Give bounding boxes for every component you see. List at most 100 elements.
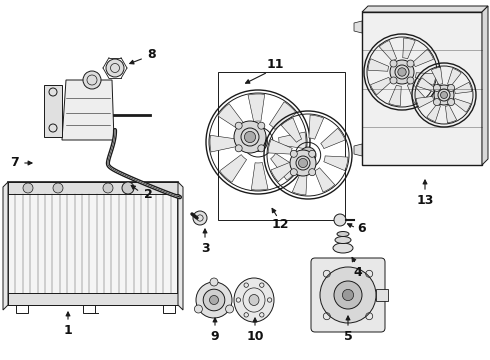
Circle shape (248, 132, 268, 151)
Wedge shape (379, 40, 397, 62)
Circle shape (298, 158, 308, 167)
Circle shape (290, 150, 297, 157)
Bar (8, 293, 178, 305)
Wedge shape (321, 128, 345, 149)
Circle shape (245, 131, 256, 143)
Circle shape (434, 85, 441, 91)
Wedge shape (278, 132, 306, 149)
Circle shape (290, 169, 297, 176)
Circle shape (106, 59, 124, 77)
Text: 5: 5 (343, 329, 352, 342)
Circle shape (193, 211, 207, 225)
Wedge shape (248, 94, 265, 121)
Circle shape (225, 305, 234, 313)
Circle shape (203, 289, 225, 311)
Wedge shape (407, 82, 425, 104)
Text: 1: 1 (64, 324, 73, 337)
Text: 6: 6 (358, 221, 367, 234)
Circle shape (434, 85, 454, 105)
Circle shape (309, 150, 316, 157)
Circle shape (210, 296, 219, 305)
Wedge shape (309, 115, 323, 139)
Circle shape (320, 267, 376, 323)
Circle shape (390, 77, 397, 84)
Circle shape (438, 89, 450, 101)
Text: 12: 12 (271, 219, 289, 231)
Text: 11: 11 (266, 58, 284, 72)
Text: 13: 13 (416, 194, 434, 207)
Circle shape (390, 60, 397, 67)
Polygon shape (178, 182, 183, 310)
Circle shape (447, 99, 455, 105)
Circle shape (334, 281, 362, 309)
Circle shape (23, 183, 33, 193)
Circle shape (53, 183, 63, 193)
FancyBboxPatch shape (311, 258, 385, 332)
Text: 3: 3 (201, 242, 209, 255)
Wedge shape (218, 104, 245, 131)
Circle shape (309, 169, 316, 176)
Polygon shape (62, 80, 114, 140)
Bar (218, 72, 345, 220)
Circle shape (122, 182, 134, 194)
Polygon shape (362, 6, 488, 12)
Ellipse shape (234, 278, 274, 322)
Wedge shape (293, 171, 307, 195)
Wedge shape (251, 162, 268, 190)
Wedge shape (270, 102, 296, 129)
Text: 10: 10 (246, 329, 264, 342)
Wedge shape (370, 77, 392, 95)
Text: 9: 9 (211, 329, 220, 342)
Wedge shape (389, 85, 401, 106)
Wedge shape (403, 38, 416, 59)
Wedge shape (270, 153, 298, 180)
Circle shape (83, 71, 101, 89)
Text: 4: 4 (354, 266, 363, 279)
Bar (8, 182, 178, 194)
Wedge shape (210, 135, 238, 152)
Text: 2: 2 (144, 189, 152, 202)
Wedge shape (447, 68, 461, 86)
Circle shape (210, 278, 218, 286)
Ellipse shape (335, 237, 351, 243)
Polygon shape (354, 21, 362, 33)
Bar (16, 305, 28, 313)
Circle shape (103, 183, 113, 193)
Wedge shape (271, 161, 295, 182)
Bar (83, 305, 95, 313)
Bar (376, 289, 388, 301)
Circle shape (441, 91, 447, 99)
Wedge shape (413, 49, 434, 67)
Polygon shape (354, 144, 362, 156)
Circle shape (300, 147, 316, 163)
Circle shape (395, 65, 409, 79)
Text: 8: 8 (147, 49, 156, 62)
Circle shape (235, 122, 242, 129)
Circle shape (398, 68, 406, 76)
Wedge shape (268, 139, 292, 154)
Circle shape (235, 145, 242, 152)
Wedge shape (324, 156, 348, 171)
Circle shape (343, 289, 354, 301)
Circle shape (196, 282, 232, 318)
Circle shape (390, 60, 414, 84)
Bar (362, 12, 482, 165)
Circle shape (234, 121, 266, 153)
Wedge shape (368, 59, 389, 71)
Wedge shape (453, 99, 470, 112)
Wedge shape (315, 168, 335, 192)
Polygon shape (3, 182, 8, 310)
Bar (8, 182, 178, 305)
Wedge shape (445, 105, 457, 123)
Wedge shape (427, 104, 441, 122)
Circle shape (407, 60, 414, 67)
Bar (44, 85, 62, 137)
Wedge shape (416, 96, 434, 108)
Circle shape (447, 85, 455, 91)
Bar (163, 305, 175, 313)
Ellipse shape (333, 243, 353, 253)
Circle shape (258, 145, 265, 152)
Circle shape (290, 150, 316, 176)
Ellipse shape (337, 231, 349, 237)
Text: 7: 7 (10, 157, 19, 170)
